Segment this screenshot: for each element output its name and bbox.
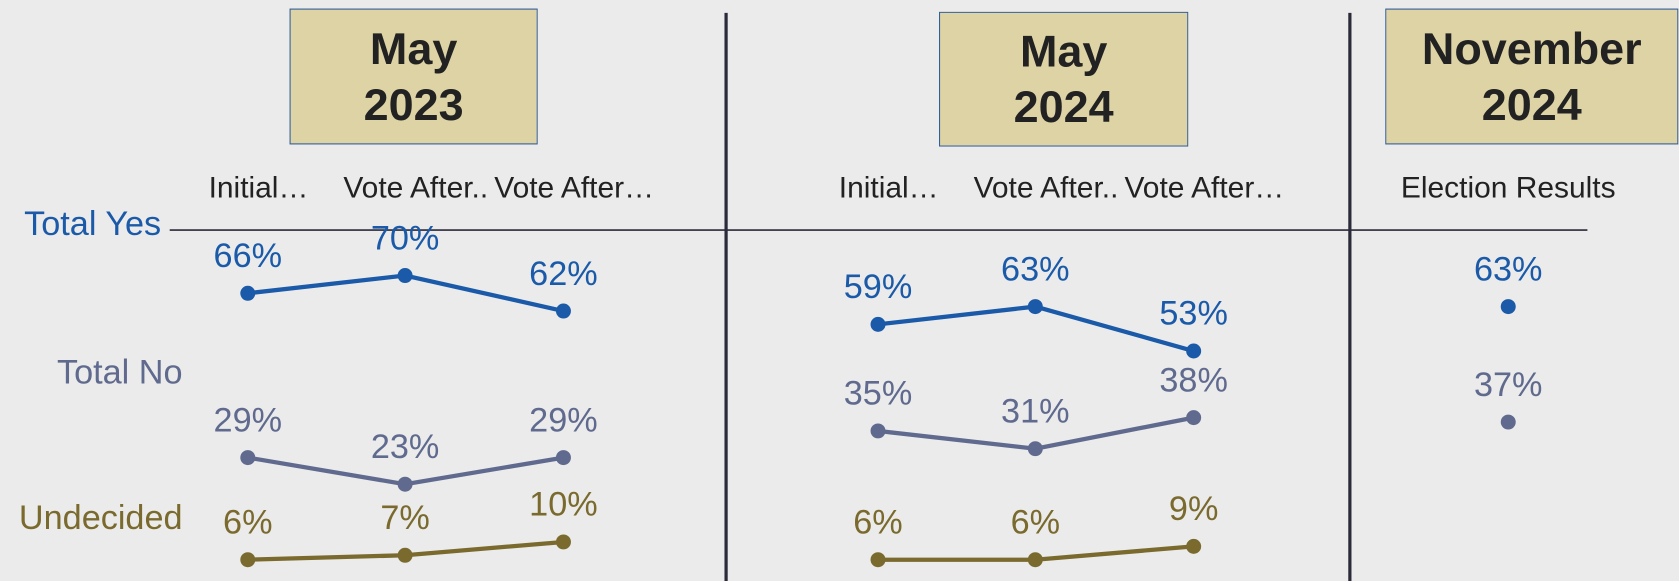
data-point bbox=[870, 552, 886, 568]
panel-title: May 2024 bbox=[1013, 25, 1114, 132]
category-label: Initial… bbox=[839, 171, 939, 204]
data-label: 70% bbox=[371, 219, 439, 257]
data-point bbox=[555, 303, 571, 319]
panel-title: May 2023 bbox=[363, 23, 464, 129]
data-point bbox=[1186, 343, 1202, 359]
data-label: 66% bbox=[214, 237, 283, 275]
data-point bbox=[1500, 414, 1516, 430]
series-label: Total No bbox=[57, 354, 183, 392]
category-label: Vote After.. bbox=[974, 171, 1119, 204]
data-point bbox=[1186, 410, 1202, 426]
data-label: 6% bbox=[1011, 503, 1060, 541]
panel-title: November 2024 bbox=[1421, 23, 1642, 129]
data-point bbox=[870, 423, 886, 439]
data-point bbox=[1027, 299, 1043, 315]
category-label: Vote After… bbox=[1124, 171, 1284, 204]
series-label: Total Yes bbox=[24, 205, 161, 243]
data-label: 6% bbox=[223, 503, 272, 541]
title-frame: November 2024 bbox=[1385, 8, 1679, 145]
data-point bbox=[1186, 538, 1202, 554]
category-label: Initial… bbox=[209, 171, 309, 204]
data-label: 23% bbox=[371, 428, 439, 466]
data-point bbox=[240, 285, 256, 301]
category-label: Vote After… bbox=[494, 171, 654, 204]
data-point bbox=[555, 534, 571, 550]
data-label: 31% bbox=[1001, 392, 1069, 430]
data-point bbox=[240, 552, 256, 568]
title-box: November 2024 bbox=[1385, 8, 1679, 145]
data-point bbox=[397, 476, 413, 492]
data-label: 63% bbox=[1474, 250, 1543, 288]
title-box: May 2024 bbox=[939, 11, 1189, 147]
data-label: 35% bbox=[844, 375, 913, 413]
data-label: 37% bbox=[1474, 366, 1543, 404]
data-label: 9% bbox=[1169, 490, 1218, 528]
title-frame: May 2023 bbox=[289, 8, 538, 145]
data-label: 53% bbox=[1159, 295, 1228, 333]
data-point bbox=[397, 268, 413, 284]
category-label: Vote After.. bbox=[343, 171, 488, 204]
data-label: 29% bbox=[214, 401, 283, 439]
title-frame: May 2024 bbox=[939, 11, 1189, 147]
data-label: 6% bbox=[853, 503, 902, 541]
data-label: 10% bbox=[529, 486, 598, 524]
data-point bbox=[1027, 441, 1043, 457]
data-label: 29% bbox=[529, 401, 598, 439]
data-label: 62% bbox=[529, 255, 598, 293]
data-point bbox=[397, 547, 413, 563]
category-label: Election Results bbox=[1401, 171, 1616, 204]
data-point bbox=[240, 450, 256, 466]
data-point bbox=[1027, 552, 1043, 568]
data-point bbox=[555, 450, 571, 466]
data-label: 7% bbox=[380, 499, 429, 537]
data-point bbox=[870, 316, 886, 332]
data-label: 59% bbox=[844, 268, 913, 306]
data-point bbox=[1500, 299, 1516, 315]
title-box: May 2023 bbox=[289, 8, 538, 145]
data-label: 38% bbox=[1159, 361, 1228, 399]
series-label: Undecided bbox=[19, 499, 183, 537]
data-label: 63% bbox=[1001, 250, 1069, 288]
